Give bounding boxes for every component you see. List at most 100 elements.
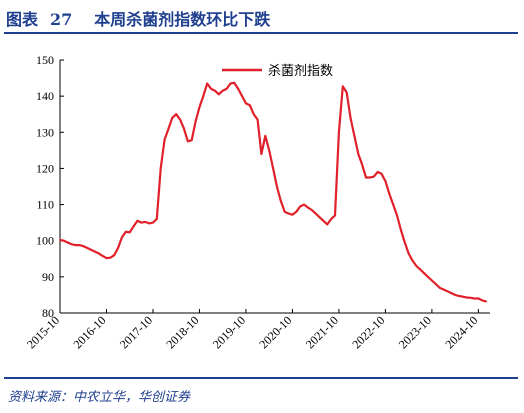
data-point: [369, 176, 371, 179]
data-point: [407, 252, 410, 255]
data-point: [446, 290, 449, 293]
data-point: [252, 113, 255, 116]
data-point: [66, 241, 69, 244]
data-point: [442, 288, 445, 291]
data-point: [202, 95, 205, 97]
data-point: [423, 272, 425, 275]
data-point: [256, 118, 259, 121]
data-point: [125, 230, 127, 233]
y-tick-label: 120: [36, 161, 54, 175]
y-tick-label: 110: [36, 198, 54, 212]
x-tick-label: 2016-10: [70, 313, 108, 351]
data-point: [175, 113, 178, 116]
data-point: [392, 203, 395, 206]
figure-label: 图表: [6, 10, 39, 29]
data-point: [260, 153, 263, 155]
data-point: [155, 218, 158, 220]
data-point: [233, 81, 236, 84]
data-point: [380, 172, 383, 175]
data-point: [365, 176, 367, 179]
data-point: [310, 209, 313, 211]
data-point: [167, 127, 170, 130]
data-point: [136, 219, 139, 222]
data-point: [357, 153, 360, 155]
data-point: [384, 180, 387, 183]
x-tick-label: 2017-10: [117, 313, 155, 351]
data-point: [469, 296, 472, 299]
data-point: [396, 214, 398, 217]
data-point: [121, 236, 123, 239]
data-point: [330, 218, 333, 220]
data-point: [272, 167, 274, 170]
x-tick-label: 2022-10: [349, 313, 387, 351]
data-point: [334, 214, 336, 217]
data-point: [159, 167, 162, 170]
data-point: [206, 82, 209, 85]
x-tick-label: 2024-10: [442, 313, 480, 351]
axes: [59, 59, 490, 314]
data-point: [438, 286, 441, 289]
data-point: [283, 210, 286, 213]
data-point: [132, 225, 135, 228]
data-point: [299, 205, 302, 208]
data-point: [353, 135, 356, 137]
data-point: [198, 106, 201, 108]
y-tick-label: 130: [36, 125, 54, 139]
data-point: [245, 102, 247, 105]
y-tick-label: 140: [36, 89, 54, 103]
data-point: [90, 248, 92, 251]
data-point: [86, 247, 88, 249]
data-point: [434, 283, 437, 285]
data-point: [237, 88, 240, 90]
data-point: [458, 295, 460, 297]
data-point: [303, 203, 305, 206]
data-point: [314, 212, 317, 215]
data-point: [63, 239, 65, 242]
data-point: [268, 149, 271, 152]
data-point: [163, 138, 166, 141]
data-point: [70, 243, 73, 246]
data-point: [322, 219, 325, 222]
data-point: [179, 118, 182, 121]
data-point: [109, 256, 112, 259]
x-tick-label: 2023-10: [396, 313, 434, 351]
data-point: [276, 185, 278, 188]
x-tick-label: 2018-10: [163, 313, 201, 351]
data-point: [82, 245, 85, 248]
data-point: [144, 221, 147, 223]
data-point: [94, 250, 96, 253]
data-point: [186, 140, 189, 143]
data-point: [403, 241, 406, 244]
y-tick-label: 150: [36, 53, 54, 67]
data-point: [241, 95, 244, 97]
data-point: [74, 244, 77, 247]
data-point: [411, 259, 414, 262]
data-point: [361, 163, 364, 166]
data-point: [194, 120, 197, 123]
data-point: [171, 116, 174, 119]
source-rule: [4, 377, 518, 379]
data-point: [400, 229, 402, 231]
source-note: 资料来源：中农立华，华创证券: [8, 390, 191, 405]
data-point: [465, 296, 468, 299]
data-point: [217, 93, 220, 96]
data-point: [295, 210, 298, 213]
data-point: [264, 135, 267, 137]
data-point: [117, 247, 119, 249]
data-point: [477, 297, 480, 300]
plot-area: [59, 81, 487, 303]
data-point: [415, 265, 418, 267]
data-point: [229, 82, 232, 85]
data-point: [287, 212, 290, 215]
data-point: [140, 221, 143, 224]
data-point: [128, 231, 131, 234]
data-point: [427, 276, 429, 278]
data-point: [214, 89, 216, 92]
x-tick-label: 2020-10: [256, 313, 294, 351]
figure-number: 27: [50, 10, 73, 29]
data-point: [481, 299, 484, 302]
data-point: [225, 88, 228, 90]
data-point: [338, 131, 340, 134]
